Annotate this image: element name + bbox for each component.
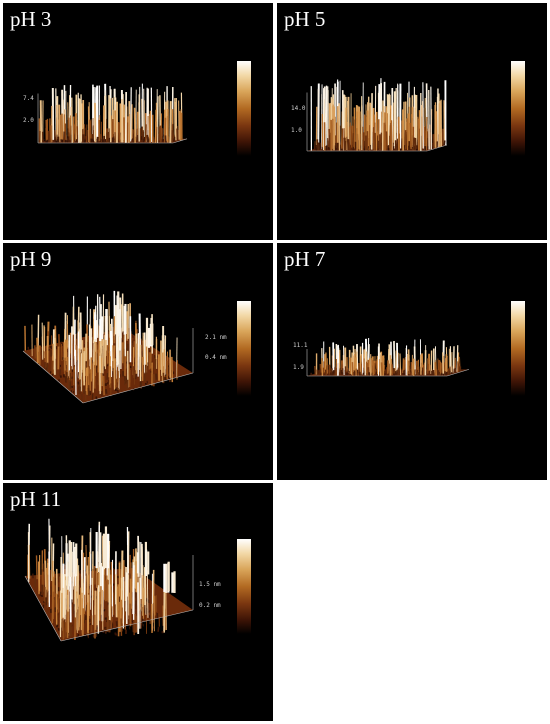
panel-label: pH 3	[10, 7, 52, 31]
height-color-scale	[237, 61, 251, 156]
z-axis-top: 7.4	[23, 95, 34, 102]
height-color-scale	[237, 539, 251, 634]
afm-surface-ph7	[306, 337, 470, 377]
z-axis-low: 2.0	[23, 117, 34, 124]
z-axis-top: 1.5 nm	[199, 581, 221, 588]
height-color-scale	[511, 301, 525, 396]
z-axis-top: 11.1	[293, 342, 308, 349]
height-color-scale	[237, 301, 251, 396]
afm-surface-ph3	[37, 83, 188, 144]
z-axis-low: 1.0	[291, 127, 302, 134]
z-axis-low: 1.9	[293, 364, 304, 371]
afm-panel-ph3: pH 3 7.4 2.0	[3, 3, 273, 240]
afm-surface-ph9	[22, 290, 194, 404]
z-axis-top: 2.1 nm	[205, 334, 227, 341]
afm-panel-ph5: pH 5 14.0 1.0	[277, 3, 547, 240]
z-axis-low: 0.2 nm	[199, 602, 221, 609]
z-axis-top: 14.0	[291, 105, 306, 112]
afm-panel-ph7: pH 7 11.1 1.9	[277, 243, 547, 480]
panel-label: pH 9	[10, 247, 52, 271]
panel-label: pH 11	[10, 487, 62, 511]
panel-label: pH 5	[284, 7, 326, 31]
afm-surface-ph5	[306, 78, 448, 152]
afm-panel-ph11: pH 11 1.5 nm 0.2 nm	[3, 483, 273, 721]
z-axis-low: 0.4 nm	[205, 354, 227, 361]
afm-panel-ph9: pH 9 2.1 nm 0.4 nm	[3, 243, 273, 480]
panel-label: pH 7	[284, 247, 326, 271]
afm-surface-ph11	[24, 518, 194, 642]
height-color-scale	[511, 61, 525, 156]
